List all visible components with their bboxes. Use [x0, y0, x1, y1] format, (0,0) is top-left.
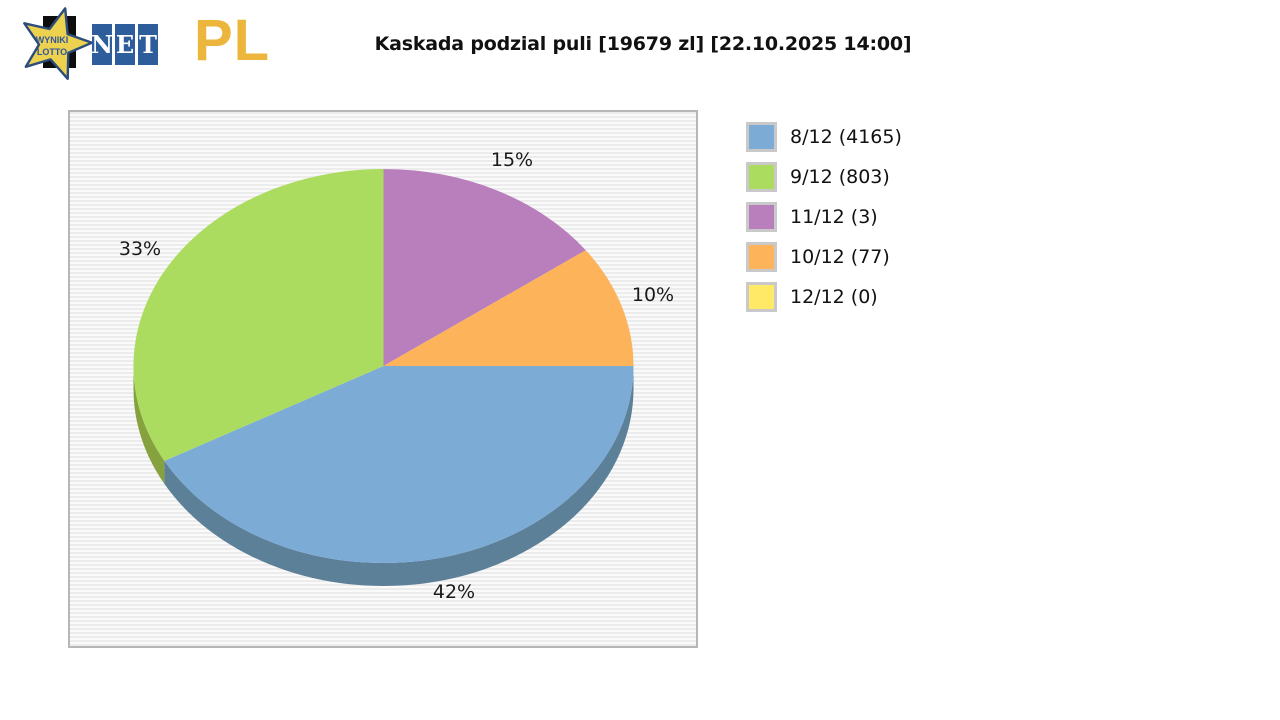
pie-slice: [383, 169, 586, 366]
chart-legend: 8/12 (4165) 9/12 (803) 11/12 (3) 10/12 (77)…: [746, 122, 902, 322]
legend-item: 9/12 (803): [746, 162, 902, 192]
lotto-star-icon: WYNIKI LOTTO: [23, 7, 94, 81]
pie-slice-side: [133, 366, 165, 484]
pie-chart: 15% 10% 42% 33%: [119, 149, 674, 603]
pie-percent-label: 15%: [491, 149, 533, 171]
legend-item: 11/12 (3): [746, 202, 902, 232]
logo-letter-e: E: [115, 24, 135, 65]
legend-swatch: [746, 122, 777, 152]
legend-label: 10/12 (77): [790, 246, 890, 268]
star-text-line1: WYNIKI: [36, 35, 69, 45]
star-text-line2: LOTTO: [37, 47, 67, 57]
legend-label: 8/12 (4165): [790, 126, 902, 148]
pie-slice: [383, 250, 634, 366]
legend-item: 10/12 (77): [746, 242, 902, 272]
pie-slice: [133, 169, 384, 461]
site-logo[interactable]: WYNIKI LOTTO N E T PL: [8, 2, 278, 84]
pie-percent-label: 33%: [119, 238, 161, 260]
pie-percent-label: 10%: [632, 284, 674, 306]
page-title: Kaskada podzial puli [19679 zl] [22.10.2…: [374, 33, 912, 55]
legend-label: 9/12 (803): [790, 166, 890, 188]
legend-label: 12/12 (0): [790, 286, 878, 308]
legend-swatch: [746, 242, 777, 272]
logo-letter-n: N: [91, 24, 113, 65]
chart-panel: 15% 10% 42% 33%: [68, 110, 698, 648]
logo-letter-t: T: [138, 24, 158, 65]
pie-slice: [164, 366, 634, 564]
legend-swatch: [746, 162, 777, 192]
legend-swatch: [746, 282, 777, 312]
logo-net: N E T: [91, 24, 158, 65]
legend-label: 11/12 (3): [790, 206, 878, 228]
legend-swatch: [746, 202, 777, 232]
legend-item: 8/12 (4165): [746, 122, 902, 152]
legend-item: 12/12 (0): [746, 282, 902, 312]
logo-pl: PL: [194, 8, 271, 73]
pie-percent-label: 42%: [433, 581, 475, 603]
star-shape: [23, 7, 94, 81]
